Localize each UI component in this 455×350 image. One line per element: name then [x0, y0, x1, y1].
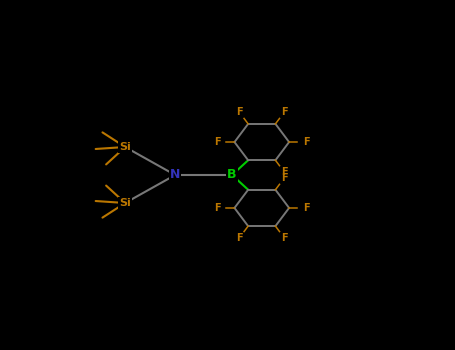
Text: Si: Si [119, 198, 131, 208]
Text: B: B [228, 168, 237, 182]
Text: F: F [214, 203, 221, 213]
Text: F: F [303, 137, 310, 147]
Text: F: F [303, 203, 310, 213]
Text: F: F [281, 167, 288, 177]
Text: F: F [214, 137, 221, 147]
Text: F: F [281, 233, 288, 243]
Text: N: N [170, 168, 180, 182]
Text: Si: Si [119, 142, 131, 152]
Text: F: F [281, 107, 288, 117]
Text: F: F [236, 107, 243, 117]
Text: F: F [281, 173, 288, 183]
Text: F: F [236, 233, 243, 243]
